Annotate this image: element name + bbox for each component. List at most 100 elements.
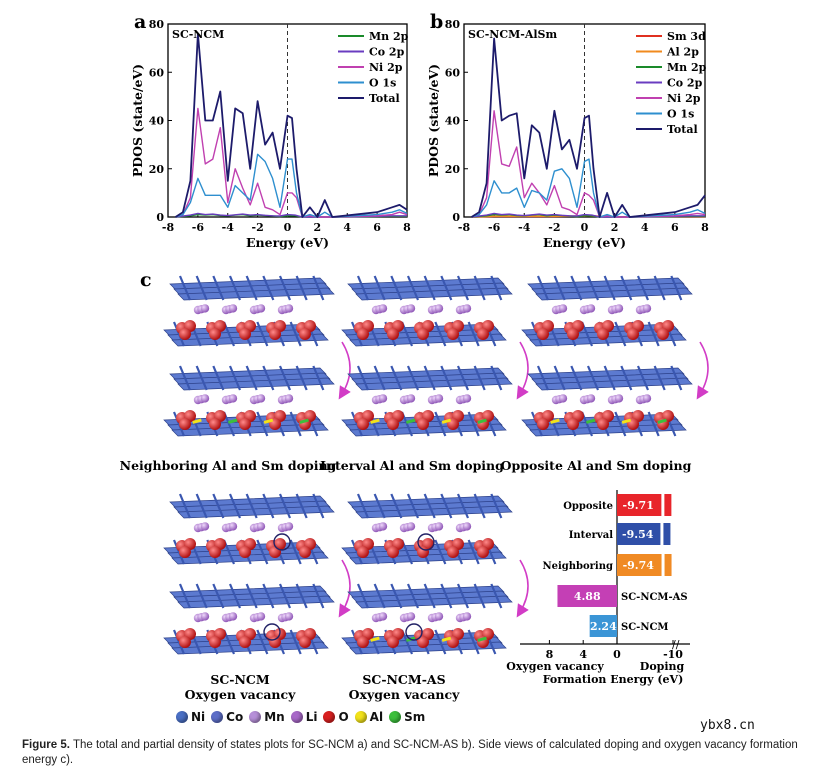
bar-opposite — [617, 494, 672, 516]
y-tick-label: 0 — [156, 211, 164, 224]
tm-bond — [356, 493, 370, 519]
tm-layer-strip — [535, 377, 693, 391]
lithium-atom — [256, 394, 266, 403]
tm-layer-strip — [535, 287, 693, 301]
lithium-atom — [256, 522, 266, 531]
tm-layer-strip — [177, 595, 335, 609]
y-tick-label: 40 — [445, 115, 461, 128]
tm-bond — [278, 583, 292, 609]
tm-bond — [440, 365, 453, 391]
vacancy-marker — [417, 533, 435, 551]
atom-legend-label: O — [338, 710, 349, 724]
structure-model — [163, 493, 351, 655]
tm-layer-strip — [355, 287, 513, 301]
sm-dopant — [405, 418, 416, 424]
tm-bond — [256, 629, 269, 655]
tm-bond — [373, 493, 386, 519]
vacancy-marker — [263, 623, 281, 641]
sm-dopant — [657, 418, 667, 424]
oxygen-atom — [657, 328, 669, 340]
tm-bond — [670, 275, 683, 301]
tm-bond — [570, 365, 583, 391]
structure-model — [521, 275, 709, 437]
tm-bond — [356, 275, 370, 301]
tm-bond — [434, 539, 447, 565]
tm-bond — [390, 365, 403, 391]
tm-bond — [490, 583, 503, 609]
oxygen-atom — [299, 546, 311, 558]
tm-bond — [467, 539, 480, 565]
oxygen-atom — [417, 546, 429, 558]
bar-x-left-label: Oxygen vacancy — [506, 660, 604, 673]
tm-bond — [456, 275, 470, 301]
structure-model — [163, 275, 351, 437]
tm-bond — [295, 493, 308, 519]
lithium-atom — [642, 394, 652, 403]
tm-layer-strip — [177, 287, 335, 301]
tm-bond — [312, 365, 325, 391]
layer-shift-arrow — [338, 559, 351, 618]
tm-bond — [670, 365, 683, 391]
tm-bond — [653, 365, 666, 391]
atom-ball-icon — [176, 711, 188, 723]
al-dopant — [370, 636, 380, 642]
bar-sc-ncm-as — [557, 585, 617, 607]
lithium-atom — [284, 304, 294, 313]
legend-entry: Mn 2p — [667, 61, 707, 74]
tm-bond — [245, 493, 258, 519]
oxygen-atom — [209, 328, 221, 340]
tm-bond — [373, 365, 386, 391]
tm-layer-strip — [355, 595, 513, 609]
tm-bond — [256, 411, 269, 437]
x-tick-label: 0 — [284, 221, 292, 234]
x-tick-label: 8 — [403, 221, 411, 234]
bar-category-label: Neighboring — [542, 561, 613, 572]
tm-bond — [467, 411, 480, 437]
tm-bond — [490, 275, 503, 301]
lithium-atom — [614, 394, 624, 403]
tm-bond — [570, 275, 583, 301]
x-tick-label: -8 — [458, 221, 471, 234]
al-dopant — [441, 418, 452, 424]
tm-bond — [553, 275, 566, 301]
oxygen-atom — [387, 328, 399, 340]
tm-bond — [620, 275, 633, 301]
bar-break-gap — [660, 523, 664, 545]
atom-legend-label: Al — [369, 710, 384, 724]
bar-neighboring — [617, 554, 672, 576]
legend-entry: O 1s — [667, 108, 694, 121]
tm-bond — [434, 321, 447, 347]
tm-layer-strip — [527, 367, 685, 381]
oxygen-atom — [209, 636, 221, 648]
legend-entry: Ni 2p — [667, 92, 701, 105]
lithium-atom — [462, 394, 472, 403]
oxygen-atom — [357, 546, 369, 558]
bar-x-right-label: Doping — [640, 660, 685, 673]
tm-bond — [212, 583, 225, 609]
x-axis-title: Energy (eV) — [246, 235, 329, 250]
lithium-atom — [228, 394, 238, 403]
tm-bond — [473, 493, 486, 519]
bar-x-tick-label: 8 — [546, 648, 554, 661]
legend-entry: Co 2p — [667, 77, 703, 90]
axis-break-mark: // — [672, 638, 680, 651]
tm-bond — [456, 583, 470, 609]
atom-legend-label: Mn — [264, 710, 285, 724]
tm-bond — [647, 321, 660, 347]
lithium-atom — [434, 612, 444, 621]
tm-bond — [356, 583, 370, 609]
al-dopant — [263, 418, 274, 424]
tm-bond — [228, 365, 242, 391]
tm-bond — [423, 365, 436, 391]
series-line-o-1s — [175, 153, 408, 218]
lithium-atom — [284, 522, 294, 531]
sm-dopant — [585, 418, 596, 424]
tm-bond — [406, 583, 420, 609]
lithium-atom — [434, 522, 444, 531]
legend-entry: Mn 2p — [369, 30, 409, 43]
atom-legend-item: Ni — [176, 710, 205, 724]
tm-bond — [245, 275, 258, 301]
series-line-total — [471, 37, 706, 218]
lithium-atom — [228, 304, 238, 313]
tm-layer-strip — [169, 277, 327, 291]
